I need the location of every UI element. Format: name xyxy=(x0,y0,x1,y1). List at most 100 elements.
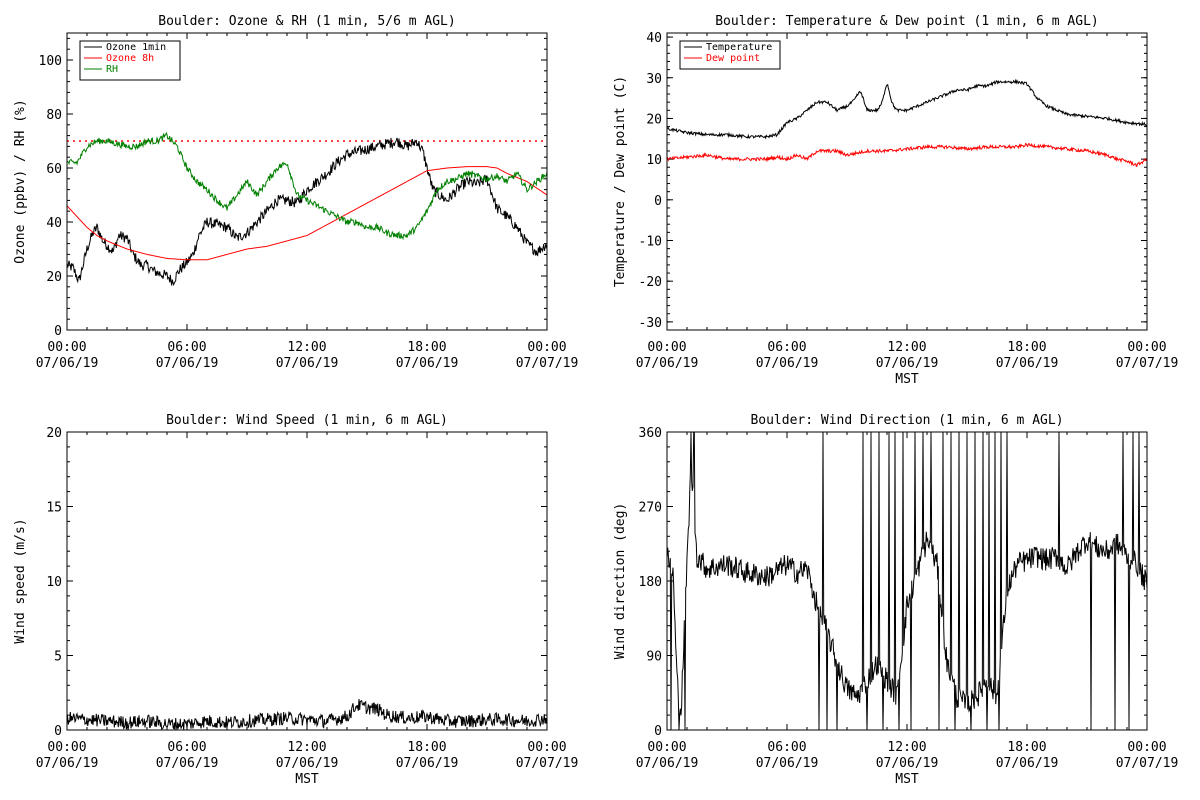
y-tick-label: -20 xyxy=(639,275,662,290)
x-tick-date-label: 07/06/19 xyxy=(396,356,459,371)
plot-area xyxy=(67,698,547,730)
plot-frame xyxy=(666,431,1148,731)
y-tick-label: 40 xyxy=(646,31,662,46)
y-tick-label: 10 xyxy=(46,575,62,590)
y-axis-label: Ozone (ppbv) / RH (%) xyxy=(13,99,28,263)
series-line-1-0 xyxy=(667,78,1147,140)
x-tick-time-label: 06:00 xyxy=(167,340,206,355)
y-tick-label: 60 xyxy=(46,162,62,177)
y-tick-label: 80 xyxy=(46,108,62,123)
series-line-2-0 xyxy=(67,698,547,730)
panel-wind-direction: Boulder: Wind Direction (1 min, 6 m AGL)… xyxy=(613,413,1178,787)
x-tick-time-label: 06:00 xyxy=(767,740,806,755)
y-axis-label: Wind speed (m/s) xyxy=(13,518,28,643)
chart-title: Boulder: Wind Speed (1 min, 6 m AGL) xyxy=(166,413,448,428)
legend-entry: Dew point xyxy=(706,53,760,64)
plot-area xyxy=(667,78,1147,168)
plot-frame xyxy=(66,431,548,731)
plot-frame xyxy=(66,32,548,331)
y-axis-label: Wind direction (deg) xyxy=(613,503,628,660)
y-tick-label: 40 xyxy=(46,216,62,231)
series-line-0-1 xyxy=(67,166,547,261)
x-tick-date-label: 07/07/19 xyxy=(516,356,579,371)
x-tick-date-label: 07/06/19 xyxy=(156,756,219,771)
legend-entry: RH xyxy=(106,64,118,75)
y-tick-label: -30 xyxy=(639,316,662,331)
x-tick-date-label: 07/06/19 xyxy=(36,756,99,771)
series-line-0-2 xyxy=(67,131,547,241)
y-tick-label: 100 xyxy=(39,54,62,69)
x-tick-time-label: 06:00 xyxy=(767,340,806,355)
x-tick-date-label: 07/06/19 xyxy=(156,356,219,371)
x-tick-date-label: 07/06/19 xyxy=(276,356,339,371)
x-tick-date-label: 07/06/19 xyxy=(36,356,99,371)
x-tick-time-label: 00:00 xyxy=(527,740,566,755)
y-tick-label: 0 xyxy=(654,724,662,739)
y-tick-label: 20 xyxy=(46,270,62,285)
y-tick-label: 5 xyxy=(54,650,62,665)
x-axis-label: MST xyxy=(295,772,319,787)
y-tick-label: 180 xyxy=(639,575,662,590)
legend-entry: Ozone 1min xyxy=(106,42,166,53)
x-tick-time-label: 00:00 xyxy=(47,740,86,755)
x-tick-time-label: 12:00 xyxy=(887,340,926,355)
x-tick-time-label: 00:00 xyxy=(1127,340,1166,355)
x-axis-label: MST xyxy=(895,772,919,787)
x-tick-date-label: 07/06/19 xyxy=(996,356,1059,371)
x-tick-time-label: 00:00 xyxy=(647,340,686,355)
series-line-1-1 xyxy=(667,142,1147,168)
plot-area xyxy=(667,432,1147,730)
panel-ozone-rh: Boulder: Ozone & RH (1 min, 5/6 m AGL) Oz… xyxy=(13,14,578,371)
plot-frame xyxy=(666,32,1148,331)
y-tick-label: 0 xyxy=(54,324,62,339)
x-tick-time-label: 12:00 xyxy=(287,340,326,355)
x-tick-date-label: 07/06/19 xyxy=(876,356,939,371)
y-axis-label: Temperature / Dew point (C) xyxy=(613,76,628,287)
y-tick-label: 270 xyxy=(639,501,662,516)
x-tick-time-label: 00:00 xyxy=(527,340,566,355)
x-tick-date-label: 07/06/19 xyxy=(636,356,699,371)
series-line-3-0 xyxy=(667,432,1147,730)
legend-entry: Temperature xyxy=(706,42,772,53)
x-tick-date-label: 07/07/19 xyxy=(1116,756,1179,771)
x-tick-date-label: 07/06/19 xyxy=(396,756,459,771)
y-tick-label: 10 xyxy=(646,153,662,168)
series-line-0-0 xyxy=(67,137,547,287)
y-tick-label: 30 xyxy=(646,72,662,87)
legend-entry: Ozone 8h xyxy=(106,53,154,64)
panel-temperature-dewpoint: Boulder: Temperature & Dew point (1 min,… xyxy=(613,14,1178,387)
x-tick-time-label: 18:00 xyxy=(1007,340,1046,355)
x-tick-time-label: 18:00 xyxy=(407,340,446,355)
y-tick-label: 20 xyxy=(646,112,662,127)
y-tick-label: 20 xyxy=(46,426,62,441)
x-tick-time-label: 18:00 xyxy=(1007,740,1046,755)
x-tick-date-label: 07/06/19 xyxy=(756,756,819,771)
x-tick-time-label: 00:00 xyxy=(647,740,686,755)
x-tick-date-label: 07/06/19 xyxy=(996,756,1059,771)
x-axis-label: MST xyxy=(895,372,919,387)
y-tick-label: -10 xyxy=(639,234,662,249)
x-tick-time-label: 00:00 xyxy=(47,340,86,355)
y-tick-label: 15 xyxy=(46,501,62,516)
y-tick-label: 360 xyxy=(639,426,662,441)
x-tick-date-label: 07/07/19 xyxy=(516,756,579,771)
x-tick-time-label: 00:00 xyxy=(1127,740,1166,755)
chart-title: Boulder: Ozone & RH (1 min, 5/6 m AGL) xyxy=(158,14,455,29)
y-tick-label: 90 xyxy=(646,650,662,665)
x-tick-date-label: 07/06/19 xyxy=(636,756,699,771)
plot-area xyxy=(67,131,547,287)
x-tick-date-label: 07/06/19 xyxy=(756,356,819,371)
y-tick-label: 0 xyxy=(654,194,662,209)
x-tick-time-label: 18:00 xyxy=(407,740,446,755)
panel-wind-speed: Boulder: Wind Speed (1 min, 6 m AGL) Wind… xyxy=(13,413,578,787)
y-tick-label: 0 xyxy=(54,724,62,739)
x-tick-date-label: 07/06/19 xyxy=(276,756,339,771)
x-tick-date-label: 07/06/19 xyxy=(876,756,939,771)
x-tick-time-label: 06:00 xyxy=(167,740,206,755)
x-tick-time-label: 12:00 xyxy=(287,740,326,755)
x-tick-date-label: 07/07/19 xyxy=(1116,356,1179,371)
x-tick-time-label: 12:00 xyxy=(887,740,926,755)
chart-title: Boulder: Wind Direction (1 min, 6 m AGL) xyxy=(750,413,1063,428)
legend-box xyxy=(679,40,781,70)
